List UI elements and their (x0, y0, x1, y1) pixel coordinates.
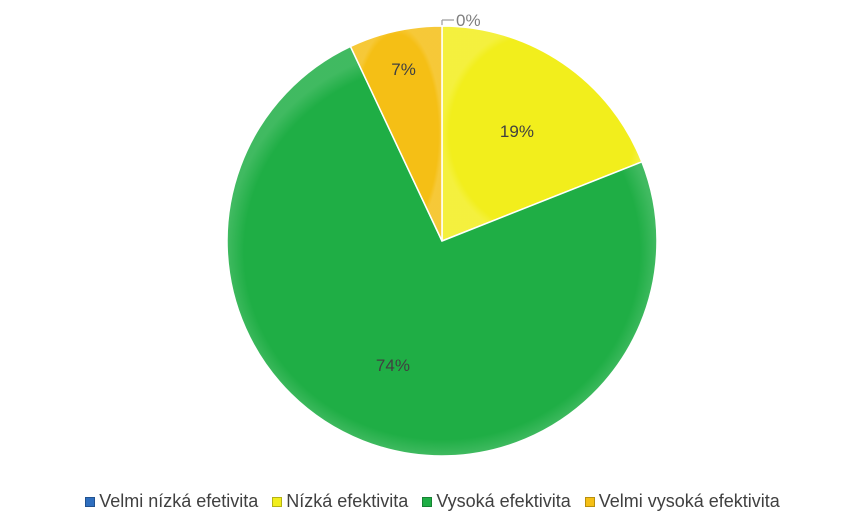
legend-label-vysoka: Vysoká efektivita (436, 491, 571, 511)
legend-swatch-vysoka (422, 496, 433, 507)
legend-swatch-velmi-nizka (85, 496, 96, 507)
slice-vysoka (226, 45, 658, 457)
legend-label-velmi-nizka: Velmi nízká efetivita (99, 491, 259, 511)
data-label-nizka: 19% (500, 122, 534, 141)
data-label-vysoka: 74% (376, 356, 410, 375)
slice-nizka (441, 25, 643, 243)
data-label-velmi-nizka: 0% (456, 11, 481, 30)
legend-label-nizka: Nízká efektivita (286, 491, 409, 511)
data-label-velmi-vysoka: 7% (391, 60, 416, 79)
legend-item-velmi-nizka: Velmi nízká efetivita (85, 491, 258, 512)
slice-velmi-vysoka (349, 25, 443, 242)
legend-swatch-velmi-vysoka (584, 496, 595, 507)
legend-label-velmi-vysoka: Velmi vysoká efektivita (598, 491, 780, 511)
legend-item-nizka: Nízká efektivita (272, 491, 408, 512)
legend: Velmi nízká efetivita Nízká efektivita V… (0, 491, 865, 512)
legend-swatch-nizka (272, 496, 283, 507)
legend-item-vysoka: Vysoká efektivita (422, 491, 571, 512)
legend-item-velmi-vysoka: Velmi vysoká efektivita (584, 491, 780, 512)
